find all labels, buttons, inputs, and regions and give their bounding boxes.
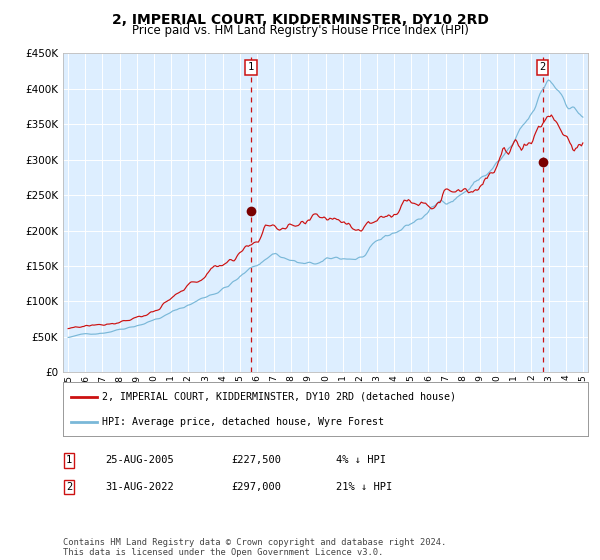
Text: 25-AUG-2005: 25-AUG-2005 [105, 455, 174, 465]
Text: £297,000: £297,000 [231, 482, 281, 492]
Text: 4% ↓ HPI: 4% ↓ HPI [336, 455, 386, 465]
Text: 2, IMPERIAL COURT, KIDDERMINSTER, DY10 2RD (detached house): 2, IMPERIAL COURT, KIDDERMINSTER, DY10 2… [103, 392, 457, 402]
Text: 1: 1 [66, 455, 72, 465]
Text: Price paid vs. HM Land Registry's House Price Index (HPI): Price paid vs. HM Land Registry's House … [131, 24, 469, 37]
Text: 2: 2 [66, 482, 72, 492]
Text: Contains HM Land Registry data © Crown copyright and database right 2024.
This d: Contains HM Land Registry data © Crown c… [63, 538, 446, 557]
Text: 21% ↓ HPI: 21% ↓ HPI [336, 482, 392, 492]
Text: 1: 1 [248, 62, 254, 72]
Text: HPI: Average price, detached house, Wyre Forest: HPI: Average price, detached house, Wyre… [103, 417, 385, 427]
Text: 31-AUG-2022: 31-AUG-2022 [105, 482, 174, 492]
Text: 2: 2 [539, 62, 546, 72]
Text: 2, IMPERIAL COURT, KIDDERMINSTER, DY10 2RD: 2, IMPERIAL COURT, KIDDERMINSTER, DY10 2… [112, 13, 488, 27]
Text: £227,500: £227,500 [231, 455, 281, 465]
